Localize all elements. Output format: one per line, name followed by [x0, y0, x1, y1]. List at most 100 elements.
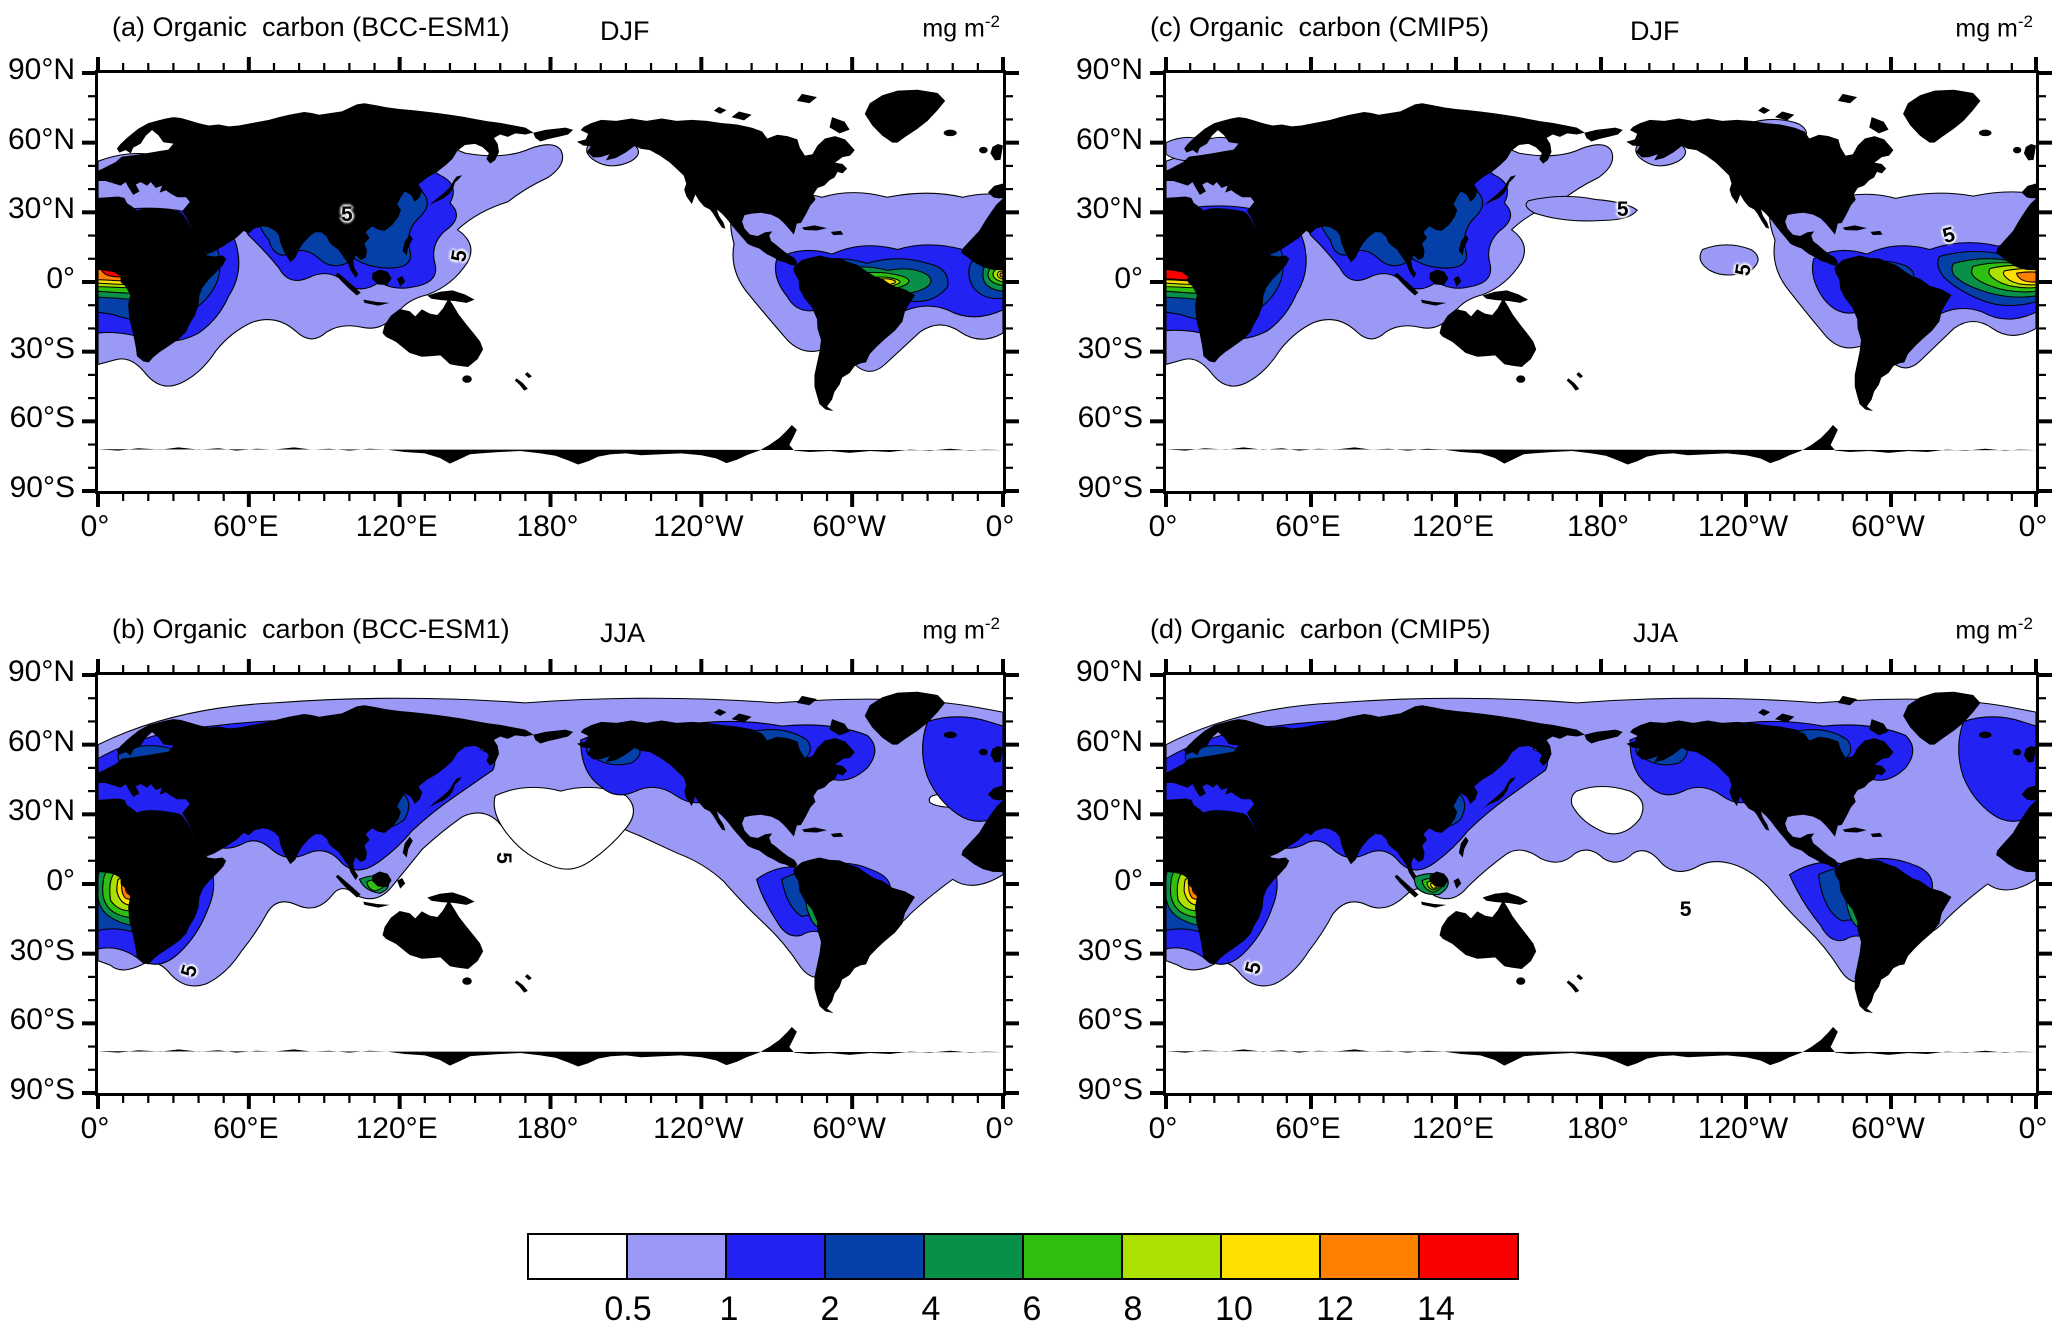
lat-tick-label: 60°S: [1077, 401, 1143, 435]
lon-tick-label: 180°: [1566, 510, 1630, 543]
panel-c-units: mg m-2: [1955, 12, 2033, 43]
colorbar-cell: [1319, 1233, 1420, 1280]
colorbar-tick-label: 6: [1022, 1290, 1042, 1328]
lon-tick-label: 60°W: [1851, 1112, 1925, 1145]
panel-d-season: JJA: [1633, 618, 1679, 648]
colorbar-cell: [527, 1233, 628, 1280]
panel-d-units: mg m-2: [1955, 614, 2033, 645]
colorbar-cell: [626, 1233, 727, 1280]
panel-d-title: (d) Organic carbon (CMIP5): [1150, 614, 1491, 644]
lat-tick-label: 90°S: [9, 471, 75, 504]
lon-tick-label: 60°W: [1851, 510, 1925, 543]
lat-tick-label: 90°S: [1077, 1073, 1143, 1106]
lon-tick-label: 120°E: [1411, 1112, 1495, 1145]
colorbar-cell: [1418, 1233, 1519, 1280]
lat-tick-label: 0°: [46, 864, 75, 897]
lon-tick-label: 60°E: [213, 1112, 279, 1145]
lon-tick-label: 60°W: [812, 510, 886, 543]
lon-tick-label: 0°: [1148, 1112, 1178, 1145]
lat-tick-label: 60°S: [9, 401, 75, 435]
lat-tick-label: 90°S: [9, 1073, 75, 1106]
lon-tick-label: 120°E: [355, 510, 438, 543]
lon-tick-label: 120°E: [355, 1112, 438, 1145]
lat-tick-label: 90°N: [1075, 53, 1143, 86]
lat-tick-label: 60°N: [7, 122, 75, 156]
lat-tick-label: 0°: [46, 262, 75, 295]
colorbar-tick-label: 14: [1417, 1290, 1455, 1328]
lat-tick-label: 60°N: [7, 724, 75, 758]
panel-a-season: DJF: [600, 16, 650, 46]
lon-tick-label: 0°: [80, 510, 110, 543]
lon-tick-label: 180°: [516, 510, 579, 543]
colorbar-cell: [923, 1233, 1024, 1280]
lon-tick-label: 0°: [2018, 1112, 2048, 1145]
lat-tick-label: 30°S: [1077, 331, 1143, 365]
colorbar-tick-label: 0.5: [604, 1290, 652, 1328]
lat-tick-label: 30°N: [1075, 794, 1143, 828]
lat-tick-label: 30°S: [9, 331, 75, 365]
lat-tick-label: 90°N: [7, 655, 75, 688]
lat-tick-label: 90°N: [7, 53, 75, 86]
lon-tick-label: 180°: [1566, 1112, 1630, 1145]
lat-tick-label: 60°S: [9, 1003, 75, 1037]
lat-tick-label: 30°S: [1077, 933, 1143, 967]
colorbar-cell: [1220, 1233, 1321, 1280]
lon-tick-label: 0°: [2018, 510, 2048, 543]
lat-tick-label: 90°N: [1075, 655, 1143, 688]
contour-line-label: 5: [491, 852, 515, 865]
lon-tick-label: 120°E: [1411, 510, 1495, 543]
map-a-svg: [98, 89, 1003, 465]
lat-tick-label: 30°N: [7, 192, 75, 226]
colorbar-tick-label: 1: [719, 1290, 739, 1328]
lon-tick-label: 60°W: [812, 1112, 886, 1145]
lon-tick-label: 120°W: [653, 510, 744, 543]
lat-tick-label: 60°N: [1075, 122, 1143, 156]
panel-a-units: mg m-2: [922, 12, 1000, 43]
lat-tick-label: 60°S: [1077, 1003, 1143, 1037]
lon-tick-label: 0°: [985, 1112, 1015, 1145]
colorbar-cell: [824, 1233, 925, 1280]
contour-line-label: 5: [341, 202, 353, 226]
lat-tick-label: 0°: [1114, 262, 1143, 295]
lon-tick-label: 120°W: [1697, 1112, 1789, 1145]
lat-tick-label: 60°N: [1075, 724, 1143, 758]
colorbar-cell: [1121, 1233, 1222, 1280]
lat-tick-label: 90°S: [1077, 471, 1143, 504]
colorbar-tick-label: 12: [1316, 1290, 1354, 1328]
colorbar: [527, 1233, 1519, 1280]
panel-b-units: mg m-2: [922, 614, 1000, 645]
lat-tick-label: 30°N: [1075, 192, 1143, 226]
lon-tick-label: 180°: [516, 1112, 579, 1145]
colorbar-tick-label: 4: [921, 1290, 941, 1328]
lon-tick-label: 0°: [80, 1112, 110, 1145]
lat-tick-label: 30°S: [9, 933, 75, 967]
map-c-svg: [1166, 89, 2036, 465]
panel-c-season: DJF: [1630, 16, 1680, 46]
colorbar-tick-label: 8: [1123, 1290, 1143, 1328]
map-d-svg: [1166, 691, 2036, 1067]
colorbar-cell: [1022, 1233, 1123, 1280]
panel-a-title: (a) Organic carbon (BCC-ESM1): [112, 12, 510, 42]
lon-tick-label: 60°E: [1275, 510, 1341, 543]
colorbar-tick-label: 10: [1215, 1290, 1253, 1328]
panel-b-season: JJA: [600, 618, 646, 648]
contour-line-label: 5: [1679, 897, 1692, 921]
colorbar-tick-label: 2: [820, 1290, 840, 1328]
lon-tick-label: 60°E: [1275, 1112, 1341, 1145]
lon-tick-label: 0°: [1148, 510, 1178, 543]
map-b-svg: [98, 691, 1003, 1067]
lon-tick-label: 120°W: [1697, 510, 1789, 543]
lat-tick-label: 30°N: [7, 794, 75, 828]
contour-line-label: 5: [1616, 198, 1629, 221]
lon-tick-label: 120°W: [653, 1112, 744, 1145]
lon-tick-label: 0°: [985, 510, 1015, 543]
colorbar-cell: [725, 1233, 826, 1280]
lat-tick-label: 0°: [1114, 864, 1143, 897]
lon-tick-label: 60°E: [213, 510, 279, 543]
panel-c-title: (c) Organic carbon (CMIP5): [1150, 12, 1490, 42]
